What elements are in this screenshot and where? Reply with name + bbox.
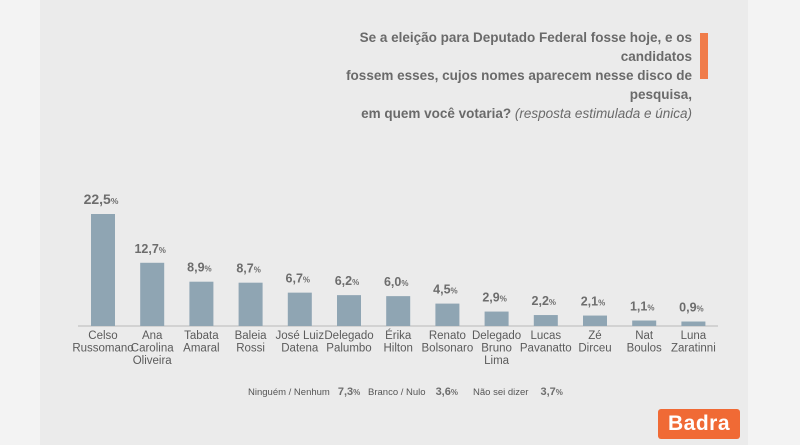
bar-value-label: 8,9% <box>187 261 212 275</box>
bar-value-label: 2,1% <box>581 295 606 309</box>
bar <box>583 315 607 326</box>
bar <box>681 321 706 326</box>
bars-layer: 22,5% Celso Russomano 12,7% Ana Carolina Olive… <box>72 191 718 367</box>
category-label: Nat Boulos <box>627 330 662 355</box>
other-answer-branco: Branco / Nulo 3,6% <box>368 386 458 398</box>
other-answer-unit: % <box>450 388 458 397</box>
category-label: Ana Carolina Oliveira <box>131 330 174 367</box>
bar <box>435 303 460 326</box>
category-label: Baleia Rossi <box>235 330 268 355</box>
bar-value-label: 12,7% <box>134 242 165 256</box>
other-answer-label: Branco / Nulo <box>368 387 426 398</box>
other-answer-unit: % <box>555 388 563 397</box>
other-answer-value: 3,7 <box>540 386 556 398</box>
chart-panel <box>40 0 748 445</box>
bar <box>140 262 165 326</box>
badra-logo: Badra <box>658 409 740 439</box>
question-qualifier: (resposta estimulada e única) <box>514 106 692 121</box>
bar-value-label: 6,0% <box>384 275 409 289</box>
category-label: Delegado Bruno Lima <box>472 330 521 367</box>
category-label: José Luiz Datena <box>276 330 325 355</box>
bar-value-label: 0,9% <box>679 301 704 315</box>
category-label: Zé Dirceu <box>578 330 611 355</box>
bar <box>337 295 361 326</box>
bar-value-label: 8,7% <box>236 262 261 276</box>
bar <box>287 292 312 326</box>
bar-value-label: 6,2% <box>335 274 360 288</box>
bar-value-label: 1,1% <box>630 300 655 314</box>
category-label: Renato Bolsonaro <box>422 330 474 355</box>
bar <box>91 214 115 326</box>
chart-question: Se a eleição para Deputado Federal fosse… <box>292 28 692 123</box>
bar <box>386 296 411 326</box>
question-line-1: Se a eleição para Deputado Federal fosse… <box>359 30 692 64</box>
bar-value-label: 22,5% <box>84 191 119 207</box>
bar <box>632 320 657 326</box>
bar-value-label: 6,7% <box>286 272 311 286</box>
category-label: Lucas Pavanatto <box>520 330 572 355</box>
category-label: Delegado Palumbo <box>324 330 373 355</box>
category-label: Érika Hilton <box>383 329 412 355</box>
bar <box>533 315 558 326</box>
bar <box>238 282 263 326</box>
other-answer-label: Não sei dizer <box>473 387 529 398</box>
bar-value-label: 2,2% <box>532 294 557 308</box>
bar <box>189 281 214 326</box>
bar-value-label: 4,5% <box>433 283 458 297</box>
other-answer-value: 3,6 <box>435 386 451 398</box>
headline-accent-bar <box>700 33 708 79</box>
other-answer-ninguem: Ninguém / Nenhum 7,3% <box>248 386 360 398</box>
question-line-3: em quem você votaria? <box>361 106 512 121</box>
bar-value-label: 2,9% <box>482 291 507 305</box>
category-label: Celso Russomano <box>72 330 133 355</box>
category-label: Tabata Amaral <box>183 330 219 355</box>
bar <box>484 311 509 326</box>
other-answer-nao-sei: Não sei dizer 3,7% <box>473 386 563 398</box>
question-line-2: fossem esses, cujos nomes aparecem nesse… <box>346 68 692 102</box>
other-answer-label: Ninguém / Nenhum <box>248 387 330 398</box>
category-label: Luna Zaratinni <box>671 330 716 355</box>
other-answer-unit: % <box>353 388 361 397</box>
other-answer-value: 7,3 <box>337 386 354 398</box>
